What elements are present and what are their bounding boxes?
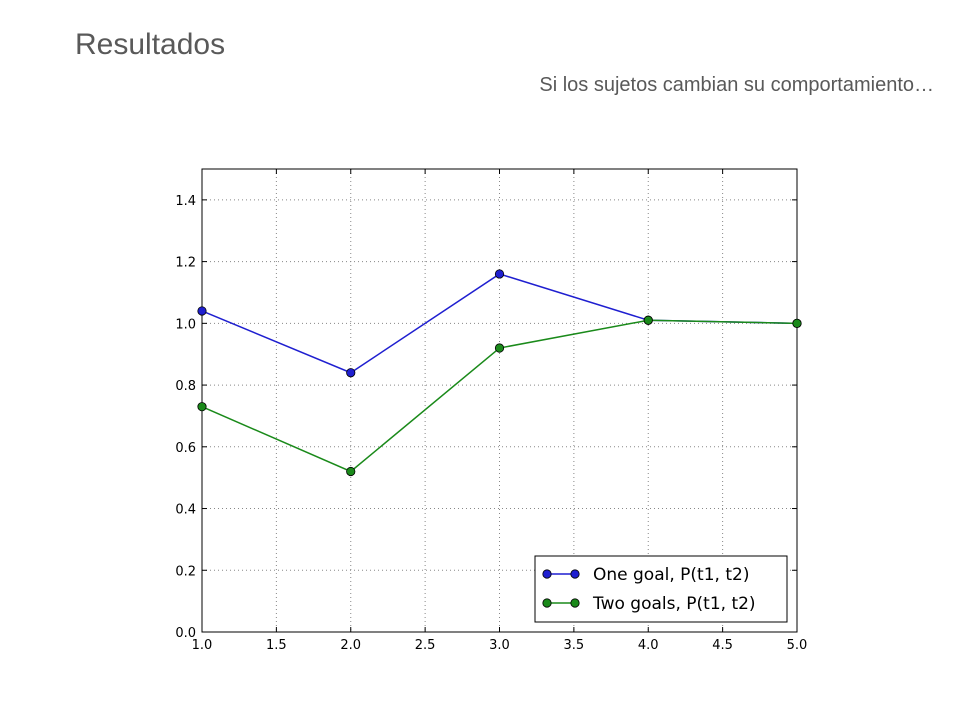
slide-title: Resultados [75, 28, 226, 61]
legend-box [534, 555, 788, 623]
x-tick-label: 4.5 [712, 638, 733, 653]
y-tick-label: 0.8 [175, 379, 196, 394]
legend-label: Two goals, P(t1, t2) [592, 594, 756, 614]
series-line-2 [201, 319, 798, 473]
y-tick-label: 0.0 [175, 626, 196, 641]
x-tick-label: 3.0 [489, 638, 510, 653]
x-tick-label: 3.5 [564, 638, 585, 653]
ticks-layer: 1.0 1.5 2.0 2.5 3.0 3.5 4.0 4.5 5.0 0.0 0.2 0.4 0.6 0… [175, 169, 807, 653]
y-tick-label: 0.4 [175, 503, 196, 518]
x-tick-label: 5.0 [787, 638, 808, 653]
legend-swatch-marker [542, 569, 552, 579]
series-1-point [197, 306, 207, 316]
series-2-point [792, 318, 802, 328]
y-tick-label: 0.6 [175, 441, 196, 456]
series-layer [197, 269, 802, 477]
x-tick-label: 4.0 [638, 638, 659, 653]
legend-swatch-marker [570, 598, 580, 608]
series-2-point [494, 343, 505, 353]
y-tick-label: 1.4 [175, 194, 196, 209]
x-tick-label: 2.0 [340, 638, 361, 653]
legend: One goal, P(t1, t2) Two goals, P(t1, t2) [534, 555, 788, 623]
y-tick-label: 1.2 [175, 256, 196, 271]
series-1-point [494, 269, 505, 279]
x-tick-label: 1.5 [266, 638, 287, 653]
x-tick-label: 2.5 [415, 638, 436, 653]
y-tick-label: 1.0 [175, 317, 196, 332]
series-2-point [346, 466, 356, 477]
y-tick-label: 0.2 [175, 564, 196, 579]
legend-swatch-marker [570, 569, 580, 579]
slide-subtitle: Si los sujetos cambian su comportamiento… [539, 74, 934, 96]
legend-swatch-marker [542, 598, 552, 608]
series-1-point [346, 368, 356, 378]
series-2-point [197, 402, 207, 412]
x-tick-label: 1.0 [192, 638, 213, 653]
series-2-point [643, 315, 653, 325]
legend-label: One goal, P(t1, t2) [593, 565, 749, 585]
